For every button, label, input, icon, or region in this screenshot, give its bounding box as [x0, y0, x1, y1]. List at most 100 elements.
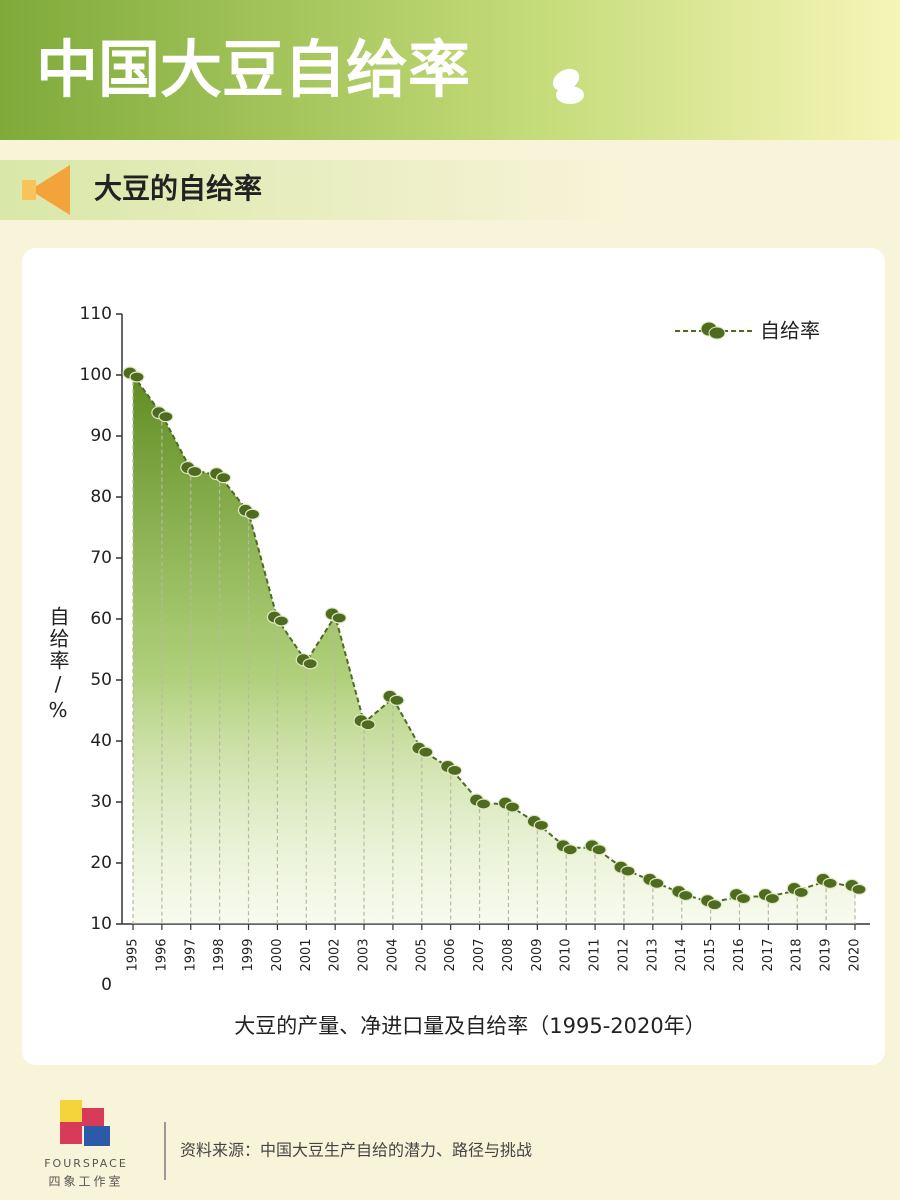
bean [851, 883, 867, 896]
logo [60, 1100, 110, 1146]
x-tick-label: 2016 [732, 938, 747, 971]
x-tick-label: 2018 [790, 938, 805, 971]
y-tick-label: 0 [101, 975, 112, 995]
brand-cn: 四象工作室 [48, 1174, 123, 1189]
bean [158, 411, 174, 423]
bean [129, 371, 145, 383]
series-line [132, 374, 856, 904]
y-tick-label: 10 [90, 914, 112, 934]
point [844, 878, 867, 896]
point [699, 894, 723, 911]
bean-icon [552, 68, 584, 104]
point [266, 610, 289, 627]
bean [591, 844, 607, 856]
x-tick-label: 2017 [761, 938, 776, 971]
x-tick-label: 1996 [154, 938, 169, 971]
y-tick-label: 20 [90, 853, 112, 873]
bean [216, 472, 232, 484]
legend-label: 自给率 [760, 319, 820, 343]
legend-bean [708, 326, 726, 340]
point [440, 759, 463, 777]
x-tick-label: 2015 [703, 938, 718, 971]
bean [822, 877, 838, 889]
x-tick-label: 2010 [559, 938, 574, 971]
y-tick-label: 70 [90, 548, 112, 568]
bean [706, 899, 723, 911]
chart-caption: 大豆的产量、净进口量及自给率（1995-2020年） [234, 1014, 705, 1038]
point [786, 881, 809, 899]
point [497, 796, 521, 813]
bean [678, 889, 694, 902]
point [613, 860, 636, 877]
x-tick-label: 2011 [588, 938, 603, 971]
x-tick-label: 2009 [530, 938, 545, 971]
point [209, 467, 232, 484]
x-tick-label: 2004 [385, 938, 400, 971]
bean [649, 877, 665, 889]
source: 资料来源：中国大豆生产自给的潜力、路径与挑战 [180, 1141, 532, 1160]
x-tick-label: 2001 [299, 938, 314, 971]
x-tick-label: 2006 [443, 938, 458, 971]
point [526, 814, 549, 831]
bean [418, 746, 434, 758]
bean [475, 798, 492, 810]
bean [764, 892, 780, 905]
x-tick-label: 2007 [472, 938, 487, 971]
y-tick-label: 60 [90, 609, 112, 629]
y-tick-label: 110 [80, 304, 112, 324]
point [151, 406, 174, 423]
y-tick-label: 50 [90, 670, 112, 690]
bean [331, 612, 347, 624]
bean [562, 844, 578, 856]
bean [273, 615, 289, 627]
point [468, 793, 492, 810]
bean [735, 892, 752, 905]
x-tick-label: 2008 [501, 938, 516, 971]
megaphone-icon [22, 165, 70, 215]
bean [620, 865, 636, 877]
x-tick-label: 1999 [241, 938, 256, 971]
legend: 自给率 [675, 319, 820, 343]
y-tick-label: 100 [80, 365, 112, 385]
x-tick-label: 2012 [616, 938, 631, 971]
x-tick-label: 2002 [328, 938, 343, 971]
area [133, 375, 855, 924]
bean [389, 694, 405, 706]
bean [447, 764, 463, 777]
x-tick-label: 2020 [848, 938, 863, 971]
point [815, 872, 838, 889]
bean [360, 719, 376, 731]
bean [533, 819, 549, 831]
bean [244, 508, 261, 520]
point [324, 607, 347, 624]
point [411, 741, 434, 758]
bean [793, 886, 809, 899]
x-tick-label: 1998 [212, 938, 227, 971]
x-tick-label: 2013 [645, 938, 660, 971]
brand: FOURSPACE [44, 1157, 128, 1170]
subtitle-bar [0, 160, 900, 220]
page-title: 中国大豆自给率 [36, 33, 470, 106]
point [555, 839, 578, 856]
point [584, 839, 607, 856]
y-tick-label: 30 [90, 792, 112, 812]
point [382, 689, 405, 706]
point [353, 714, 376, 731]
point [295, 653, 318, 670]
x-tick-label: 2014 [674, 938, 689, 971]
point [671, 884, 694, 902]
point [180, 460, 203, 478]
x-tick-label: 1997 [183, 938, 198, 971]
subtitle: 大豆的自给率 [94, 172, 262, 205]
point [728, 887, 752, 905]
header-bar [0, 0, 900, 140]
y-tick-label: 40 [90, 731, 112, 751]
point [122, 366, 145, 383]
x-tick-label: 2000 [270, 938, 285, 971]
bean [187, 465, 203, 478]
point [642, 872, 665, 889]
point [757, 887, 780, 905]
y-axis-label: 自给率/% [46, 606, 70, 724]
